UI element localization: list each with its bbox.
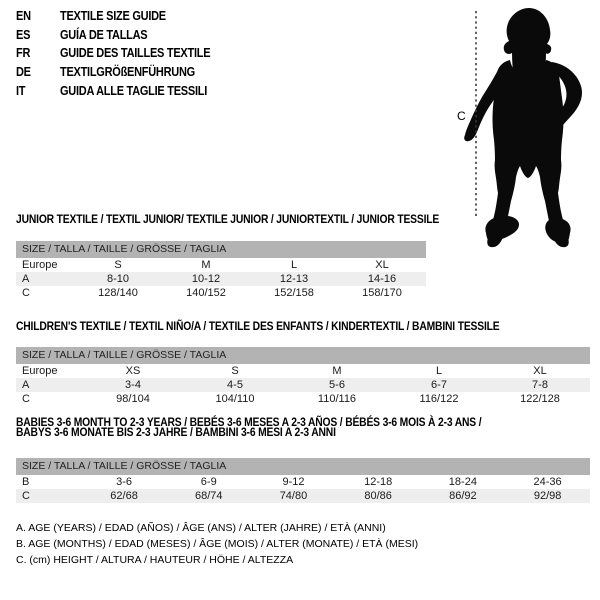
svg-text:C: C <box>457 109 466 123</box>
